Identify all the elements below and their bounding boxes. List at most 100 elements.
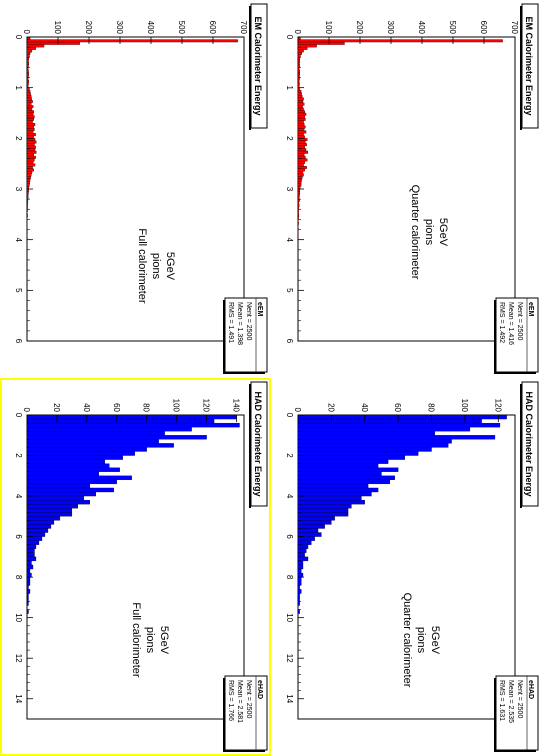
annotation-text: Quarter calorimeter <box>409 185 421 280</box>
x-tick-label: 3 <box>285 187 294 192</box>
y-tick-label: 200 <box>355 21 364 35</box>
annotation-text: Quarter calorimeter <box>401 593 413 688</box>
selected-pad-frame <box>0 378 271 756</box>
y-tick-label: 700 <box>239 21 248 35</box>
histogram-bin <box>26 115 35 119</box>
histogram-bin <box>26 145 36 149</box>
histogram-bin <box>297 171 304 174</box>
y-tick-label: 20 <box>52 403 61 412</box>
histogram-bin <box>26 92 31 96</box>
histogram-bin <box>26 564 34 570</box>
histogram-bin <box>297 117 306 121</box>
histogram-bin <box>297 166 307 169</box>
histogram-bin <box>297 431 436 436</box>
histogram-bin <box>297 201 300 205</box>
y-tick-label: 0 <box>22 30 31 35</box>
histogram-bin <box>26 589 31 594</box>
histogram-bin <box>26 143 35 147</box>
stats-entries: Nent = 2500 <box>516 302 523 340</box>
histogram-bin <box>26 201 29 205</box>
histogram-bin <box>26 209 28 212</box>
histogram-bin <box>297 133 304 136</box>
y-tick-label: 140 <box>232 399 241 413</box>
stats-rms: RMS = 1.492 <box>498 302 505 343</box>
histogram-bin <box>297 589 302 594</box>
histogram-bin <box>297 92 302 96</box>
histogram-bin <box>26 62 30 66</box>
histogram-bin <box>26 427 192 432</box>
histogram-bin <box>26 59 29 63</box>
histogram-bin <box>297 556 309 562</box>
histogram-bin <box>26 483 91 489</box>
histogram-bin <box>26 471 99 476</box>
histogram-bin <box>26 158 35 162</box>
histogram-bin <box>297 544 309 549</box>
histogram-bin <box>297 122 305 126</box>
histogram-bin <box>26 516 61 521</box>
histogram-bin <box>297 153 305 157</box>
histogram-bin <box>297 140 306 144</box>
histogram-bin <box>297 160 305 164</box>
x-tick-label: 3 <box>14 187 23 192</box>
y-tick-label: 40 <box>360 403 369 412</box>
histogram-bin <box>26 112 34 116</box>
histogram-bin <box>297 495 362 501</box>
histogram-bin <box>26 455 123 460</box>
histogram-bin <box>297 72 301 76</box>
histogram-bars <box>26 36 238 238</box>
histogram-bin <box>297 198 300 202</box>
x-tick-label: 4 <box>285 494 294 499</box>
histogram-bin <box>297 463 379 468</box>
histogram-bin <box>297 102 305 106</box>
histogram-bin <box>26 168 34 172</box>
plot-frame <box>297 36 516 342</box>
histogram-title: HAD Calorimeter Energy <box>253 391 263 496</box>
x-tick-label: 0 <box>285 413 294 418</box>
histogram-bin <box>26 122 36 126</box>
histogram-bin <box>26 125 34 129</box>
y-tick-label: 700 <box>510 21 519 35</box>
annotation-text: pions <box>150 253 162 280</box>
annotation-text: Full calorimeter <box>136 228 148 304</box>
x-tick-label: 4 <box>14 494 23 499</box>
x-tick-label: 1 <box>14 85 23 90</box>
histogram-bin <box>26 57 30 60</box>
x-tick-label: 14 <box>285 694 294 703</box>
histogram-bin <box>297 560 304 566</box>
histogram-bin <box>297 524 325 529</box>
x-tick-label: 12 <box>285 654 294 663</box>
x-tick-label: 6 <box>14 339 23 344</box>
histogram-bin <box>26 133 36 136</box>
histogram-bin <box>26 447 147 452</box>
histogram-bin <box>26 528 49 533</box>
histogram-pad: 0 1 2 3 4 5 6 0 100 200 300 400 500 600 700 EM Calorime… <box>285 3 539 374</box>
histogram-bin <box>297 221 299 225</box>
histogram-bin <box>297 120 304 124</box>
y-tick-label: 40 <box>82 403 91 412</box>
histogram-bin <box>26 148 36 152</box>
histogram-bin <box>26 609 29 614</box>
histogram-bin <box>297 49 304 53</box>
histogram-bin <box>297 191 301 195</box>
histogram-bin <box>297 158 308 162</box>
stats-entries: Nent = 2500 <box>245 302 252 340</box>
histogram-bin <box>297 79 300 83</box>
histogram-bin <box>26 77 29 81</box>
histogram-bin <box>26 183 30 187</box>
y-tick-label: 100 <box>460 399 469 413</box>
histogram-bin <box>297 44 317 48</box>
histogram-title: HAD Calorimeter Energy <box>524 391 534 496</box>
histogram-bin <box>26 463 110 468</box>
stats-frame <box>495 675 539 751</box>
histogram-bin <box>26 72 30 76</box>
x-tick-label: 2 <box>14 453 23 458</box>
histogram-bin <box>26 495 85 501</box>
annotation-text: pions <box>423 219 435 246</box>
histogram-bin <box>297 487 379 493</box>
histogram-bin <box>297 97 304 101</box>
histogram-bin <box>297 471 382 476</box>
histogram-bin <box>297 74 300 78</box>
x-tick-label: 8 <box>285 575 294 580</box>
histogram-bin <box>297 467 399 472</box>
histogram-bin <box>26 581 31 586</box>
